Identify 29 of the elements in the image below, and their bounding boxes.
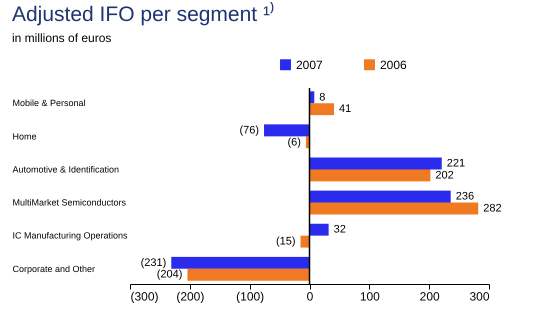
x-tick-label: 200 [420,290,440,304]
y-tick-label: Mobile & Personal [12,98,86,108]
x-tick-label: (200) [176,290,204,304]
data-label: 236 [456,190,474,203]
data-label: 202 [435,169,454,182]
x-tick-label: (100) [236,290,264,304]
legend-label: 2007 [296,58,324,72]
data-label: 32 [334,224,346,236]
data-label: (15) [276,236,296,248]
data-label: (231) [140,256,166,269]
x-tick-label: 100 [360,290,380,304]
chart-title: Adjusted IFO per segment ¹⁾ [12,1,275,26]
x-tick-label: 300 [469,290,490,304]
data-label: 221 [446,157,466,170]
data-label: (76) [239,124,260,136]
y-tick-label: Home [12,131,37,142]
data-label: (204) [156,268,182,281]
x-tick-label: (300) [130,290,159,304]
data-label: 41 [339,103,352,116]
y-tick-label: MultiMarket Semiconductors [12,198,127,208]
data-label: 8 [319,91,326,104]
chart-subtitle: in millions of euros [12,31,112,45]
data-label: 282 [483,202,502,215]
data-label: (6) [287,136,301,148]
x-tick-label: 0 [306,290,314,304]
y-tick-label: Automotive & Identification [12,164,120,174]
legend-label: 2006 [380,58,408,72]
y-tick-label: IC Manufacturing Operations [12,230,128,241]
y-tick-label: Corporate and Other [12,264,96,274]
